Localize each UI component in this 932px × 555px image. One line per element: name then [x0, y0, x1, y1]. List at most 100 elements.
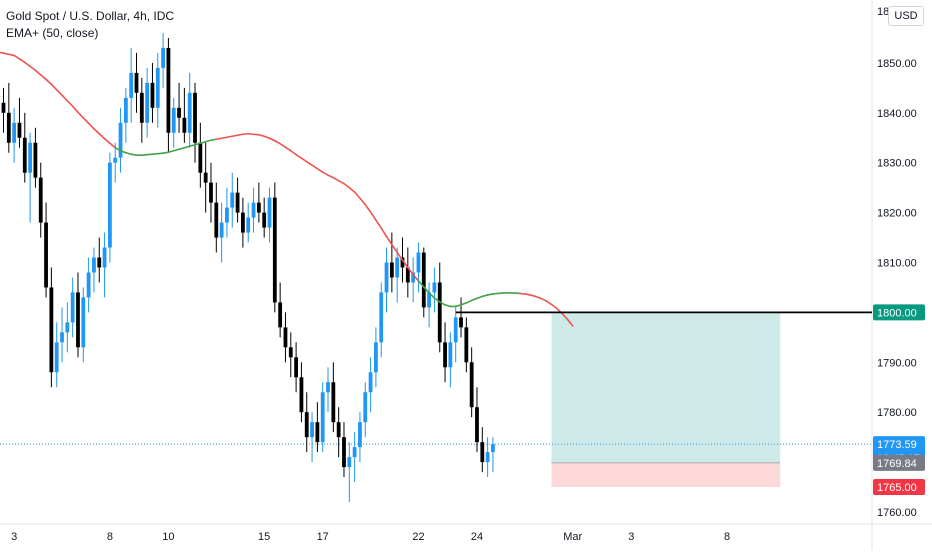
candle-body [97, 258, 101, 268]
candle-body [220, 223, 224, 238]
ema-segment [232, 135, 237, 136]
candle-body [23, 138, 27, 173]
candle-body [204, 173, 208, 183]
candle-body [326, 382, 330, 392]
time-tick-label: 15 [258, 531, 270, 543]
candle-body [358, 422, 362, 447]
candle-body [315, 422, 319, 442]
candle-body [454, 317, 458, 342]
candle-body [321, 392, 325, 442]
candle-body [103, 248, 107, 268]
candle-body [193, 93, 197, 143]
candle-body [172, 108, 176, 133]
ema-segment [163, 152, 168, 153]
candle-body [305, 412, 309, 437]
candle-body [422, 253, 426, 308]
ema-segment [211, 139, 216, 140]
candle-body [87, 272, 91, 297]
candle-body [225, 208, 229, 223]
candle-body [2, 103, 6, 113]
candle-body [448, 342, 452, 367]
ema-segment [222, 137, 227, 138]
time-tick-label: 22 [412, 531, 424, 543]
candle-body [65, 322, 69, 332]
candle-body [156, 68, 160, 108]
candle-body [363, 392, 367, 422]
candle-body [273, 198, 277, 303]
candle-body [294, 357, 298, 377]
currency-button[interactable]: USD [888, 6, 924, 26]
candle-body [167, 48, 171, 133]
ema-segment [488, 294, 493, 295]
candle-body [119, 123, 123, 158]
price-tick-label: 1810.00 [877, 258, 917, 270]
candle-body [113, 158, 117, 163]
candle [108, 153, 112, 263]
candle-body [92, 258, 96, 273]
candle-body [145, 83, 149, 123]
candle-body [108, 163, 112, 248]
candle-body [300, 377, 304, 412]
price-tick-label: 1790.00 [877, 357, 917, 369]
candle-body [475, 407, 479, 442]
candle-body [337, 422, 341, 437]
candle-body [395, 258, 399, 278]
candle-body [433, 282, 437, 292]
candle-body [268, 198, 272, 228]
candle-body [379, 292, 383, 342]
ema-segment [238, 134, 243, 135]
candle-body [209, 183, 213, 203]
candle-body [252, 203, 256, 218]
position-price-label: 1769.84 [873, 455, 925, 471]
candle-body [289, 347, 293, 357]
candle-body [135, 73, 139, 93]
candle-body [151, 83, 155, 108]
candle-body [438, 282, 442, 342]
candle-body [278, 302, 282, 327]
candle-body [459, 317, 463, 327]
candle [321, 382, 325, 452]
candle-body [443, 342, 447, 367]
time-tick-label: 8 [724, 531, 730, 543]
candle-body [182, 118, 186, 133]
candle [422, 248, 426, 318]
candle-body [347, 457, 351, 467]
time-tick-label: 24 [471, 531, 483, 543]
candle-body [257, 203, 261, 213]
time-tick-label: 17 [317, 531, 329, 543]
candle-body [188, 93, 192, 133]
entry-price-label-text: 1800.00 [877, 307, 917, 319]
candle-body [246, 218, 250, 233]
chart-title[interactable]: Gold Spot / U.S. Dollar, 4h, IDC [6, 8, 174, 25]
candle-body [390, 263, 394, 278]
candle-body [198, 143, 202, 173]
price-tick-label: 1760.00 [877, 507, 917, 519]
candle-body [44, 223, 48, 288]
candle-body [369, 372, 373, 392]
candle-body [60, 332, 64, 342]
candle-body [241, 213, 245, 233]
candle-body [353, 447, 357, 457]
candle-body [374, 342, 378, 372]
candle-body [236, 193, 240, 213]
candle-body [28, 143, 32, 173]
candle-body [464, 327, 468, 362]
candle [273, 183, 277, 313]
price-tick-label: 1830.00 [877, 158, 917, 170]
candle-body [480, 442, 484, 462]
candle-body [262, 213, 266, 228]
candle-body [491, 444, 495, 452]
indicator-label[interactable]: EMA+ (50, close) [6, 25, 174, 42]
target-zone [551, 312, 780, 462]
price-tick-label: 1820.00 [877, 208, 917, 220]
position-price-label-text: 1769.84 [877, 458, 917, 470]
ema-segment [525, 294, 530, 295]
time-tick-label: 3 [628, 531, 634, 543]
ema-segment [131, 154, 136, 155]
entry-price-label: 1800.00 [873, 304, 925, 320]
candle-body [417, 253, 421, 273]
time-tick-label: 8 [107, 531, 113, 543]
price-tick-label: 1780.00 [877, 407, 917, 419]
